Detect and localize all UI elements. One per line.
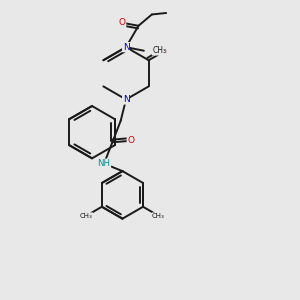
Text: N: N <box>123 95 129 104</box>
Text: CH₃: CH₃ <box>80 213 93 219</box>
Text: O: O <box>159 48 166 57</box>
Text: NH: NH <box>98 159 110 168</box>
Text: O: O <box>119 18 126 27</box>
Text: CH₃: CH₃ <box>152 46 166 55</box>
Text: CH₃: CH₃ <box>152 213 165 219</box>
Text: O: O <box>127 136 134 145</box>
Text: N: N <box>123 43 129 52</box>
